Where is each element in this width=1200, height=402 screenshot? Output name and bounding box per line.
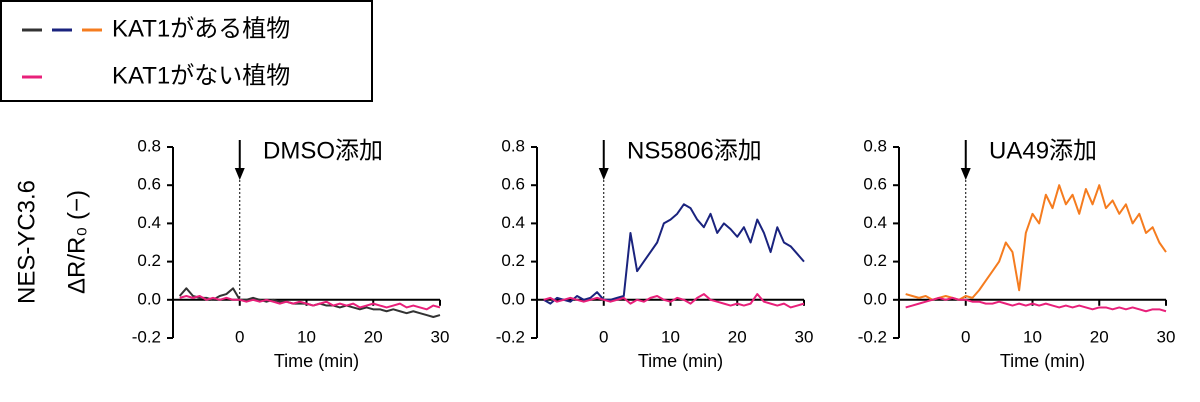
x-tick-label: 10 — [297, 327, 316, 346]
panel-title: NS5806添加 — [627, 137, 762, 164]
y-tick-label: 0.4 — [137, 213, 161, 232]
y-tick-label: 0.0 — [137, 289, 161, 308]
y-tick-label: 0.6 — [137, 175, 161, 194]
panel-title: UA49添加 — [989, 137, 1097, 164]
y-tick-label: 0.8 — [501, 136, 525, 155]
x-tick-label: 0 — [599, 327, 608, 346]
data-line — [543, 293, 805, 309]
y-tick-label: 0.6 — [863, 175, 887, 194]
y-axis-label: NES-YC3.6 — [13, 180, 40, 304]
y-tick-label: 0.2 — [501, 251, 525, 270]
y-tick-label: 0.2 — [137, 251, 161, 270]
event-arrowhead — [598, 168, 609, 180]
data-line — [543, 203, 805, 305]
x-tick-label: 10 — [1023, 327, 1042, 346]
x-tick-label: 20 — [364, 327, 383, 346]
x-tick-label: 30 — [1157, 327, 1176, 346]
y-tick-label: 0.4 — [501, 213, 525, 232]
data-line — [905, 184, 1167, 301]
y-tick-label: 0.8 — [137, 136, 161, 155]
x-tick-label: 10 — [661, 327, 680, 346]
event-arrowhead — [234, 168, 245, 180]
y-tick-label: 0.2 — [863, 251, 887, 270]
y-tick-label: 0.0 — [863, 289, 887, 308]
x-tick-label: 20 — [728, 327, 747, 346]
data-line — [905, 296, 1167, 313]
x-tick-label: 0 — [961, 327, 970, 346]
x-axis-label: Time (min) — [274, 351, 359, 371]
y-tick-label: -0.2 — [132, 327, 161, 346]
y-tick-label: 0.0 — [501, 289, 525, 308]
y-axis-label: ΔR/R₀ (−) — [63, 190, 90, 294]
data-line — [178, 287, 441, 318]
event-arrowhead — [960, 168, 971, 180]
legend-label: KAT1がない植物 — [112, 62, 290, 89]
x-tick-label: 0 — [235, 327, 244, 346]
x-tick-label: 30 — [795, 327, 814, 346]
x-tick-label: 20 — [1090, 327, 1109, 346]
x-axis-label: Time (min) — [1000, 351, 1085, 371]
y-tick-label: 0.8 — [863, 136, 887, 155]
x-axis-label: Time (min) — [638, 351, 723, 371]
legend-label: KAT1がある植物 — [112, 15, 290, 42]
y-tick-label: -0.2 — [858, 327, 887, 346]
y-tick-label: 0.6 — [501, 175, 525, 194]
x-tick-label: 30 — [431, 327, 450, 346]
y-tick-label: -0.2 — [496, 327, 525, 346]
panel-title: DMSO添加 — [263, 137, 383, 164]
data-line — [179, 294, 441, 311]
y-tick-label: 0.4 — [863, 213, 887, 232]
legend-box — [0, 0, 373, 102]
